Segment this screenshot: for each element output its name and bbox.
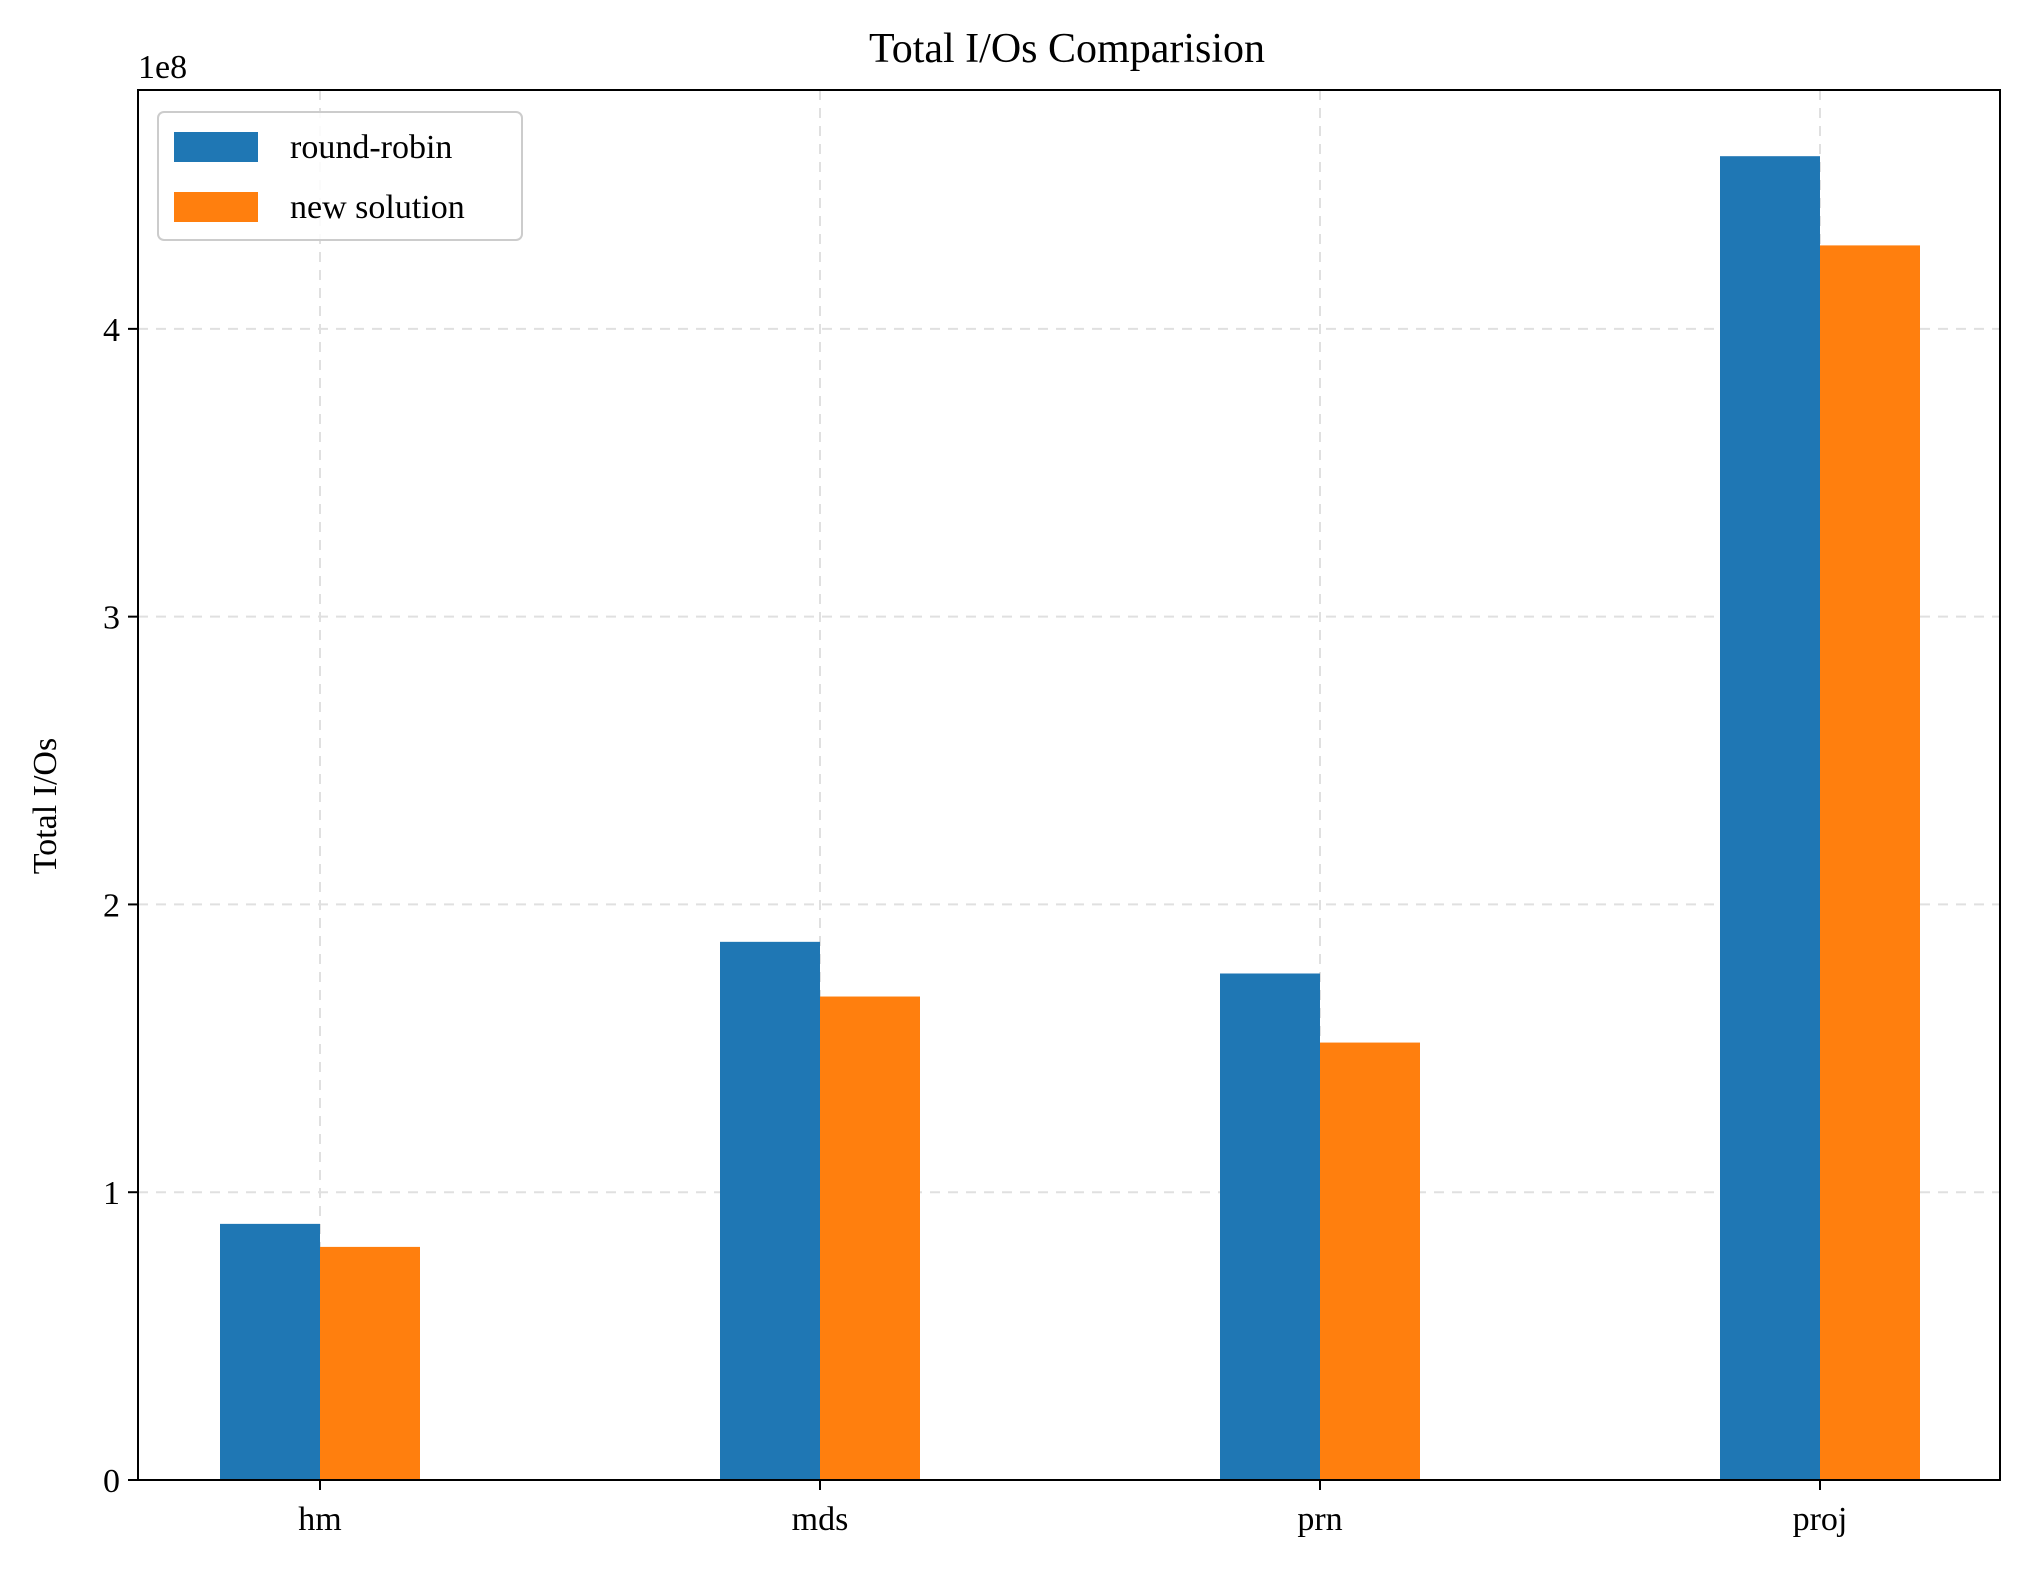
y-tick-label-0: 0 [103,1463,120,1500]
y-offset-label: 1e8 [138,49,187,86]
ticks: 0 1 2 3 4 hm mds prn proj [103,312,1847,1538]
bar-new-solution-prn [1320,1042,1420,1480]
x-tick-label-hm: hm [298,1501,341,1538]
legend-swatch-round-robin [174,132,258,162]
legend-label-new-solution: new solution [290,189,465,226]
x-tick-label-mds: mds [792,1501,849,1538]
chart-title: Total I/Os Comparision [869,26,1265,72]
y-axis-label: Total I/Os [27,738,64,874]
bars [220,156,1920,1481]
y-tick-label-2: 2 [103,887,120,924]
bar-round-robin-mds [720,941,820,1480]
bar-round-robin-prn [1220,973,1320,1480]
legend-label-round-robin: round-robin [290,129,452,166]
bar-new-solution-hm [320,1246,420,1480]
bar-new-solution-mds [820,996,920,1480]
legend-swatch-new-solution [174,192,258,222]
x-tick-label-prn: prn [1297,1501,1342,1538]
x-tick-label-proj: proj [1793,1501,1848,1538]
plot-frame [137,89,2001,1481]
y-tick-label-4: 4 [103,312,120,349]
bar-new-solution-proj [1820,245,1920,1481]
y-tick-label-3: 3 [103,600,120,637]
bar-round-robin-proj [1720,156,1820,1481]
legend: round-robin new solution [157,111,523,241]
bar-round-robin-hm [220,1223,320,1480]
y-tick-label-1: 1 [103,1175,120,1212]
